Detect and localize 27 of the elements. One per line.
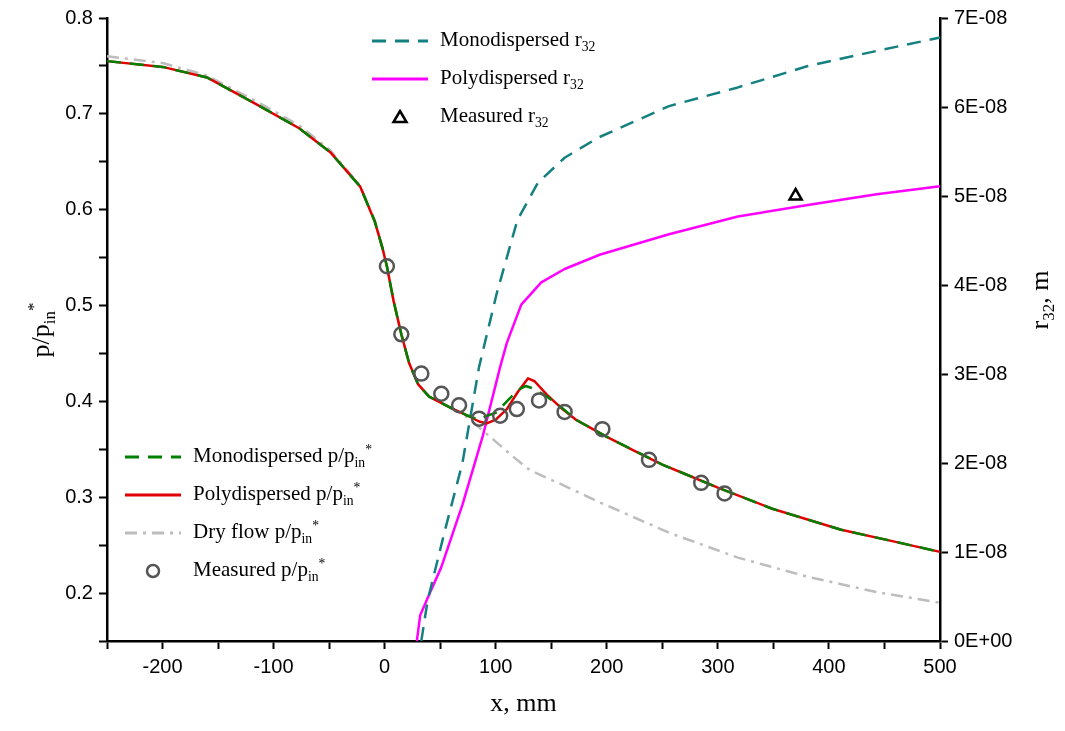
y2-tick-label: 3E-08 <box>954 361 1008 384</box>
y-tick-label: 0.4 <box>65 388 93 411</box>
x-tick-label: 300 <box>701 654 735 677</box>
y2-tick-label: 1E-08 <box>954 539 1008 562</box>
y-tick-label: 0.5 <box>65 293 93 316</box>
y-tick-label: 0.7 <box>65 101 93 124</box>
x-tick-label: 400 <box>812 654 846 677</box>
y2-tick-label: 7E-08 <box>954 5 1008 28</box>
x-axis-title: x, mm <box>490 688 557 718</box>
y-tick-label: 0.6 <box>65 197 93 220</box>
legend-label: Measured r$_{32}$ <box>440 102 549 132</box>
y2-tick-label: 0E+00 <box>954 628 1013 651</box>
y2-tick-label: 4E-08 <box>954 272 1008 295</box>
y2-tick-label: 6E-08 <box>954 94 1008 117</box>
y-tick-label: 0.8 <box>65 5 93 28</box>
x-tick-label: 0 <box>379 654 391 677</box>
x-tick-label: 500 <box>923 654 957 677</box>
y2-tick-label: 2E-08 <box>954 450 1008 473</box>
x-tick-label: 100 <box>479 654 513 677</box>
legend-label: Polydispersed r$_{32}$ <box>440 64 584 94</box>
y-tick-label: 0.3 <box>65 484 93 507</box>
x-tick-label: 200 <box>590 654 624 677</box>
legend-label: Monodispersed r$_{32}$ <box>440 26 596 56</box>
y-tick-label: 0.2 <box>65 580 93 603</box>
y2-tick-label: 5E-08 <box>954 183 1008 206</box>
x-tick-label: -200 <box>142 654 183 677</box>
x-tick-label: -100 <box>253 654 294 677</box>
